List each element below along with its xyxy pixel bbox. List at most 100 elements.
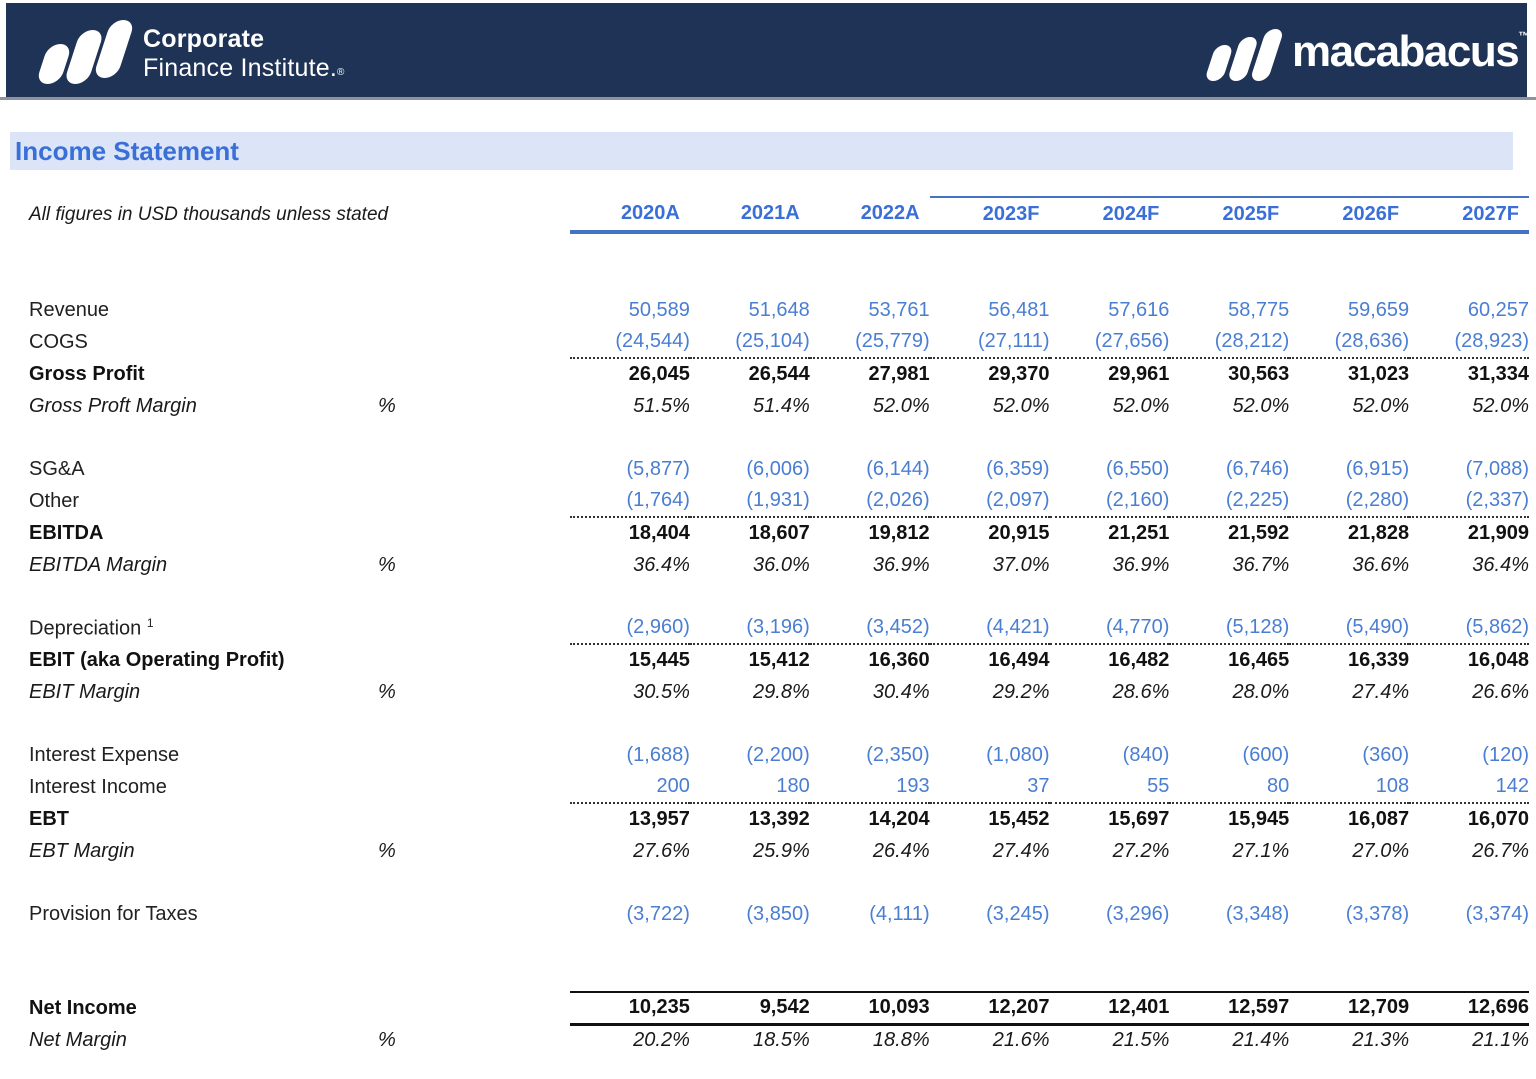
- value-cell: (5,128): [1225, 616, 1290, 638]
- value-cell: (2,200): [746, 743, 810, 766]
- value-cell: 27.0%: [1352, 839, 1410, 862]
- percent-indicator: %: [378, 394, 396, 417]
- row-interest-expense: Interest Expense (1,688) (2,200) (2,350) (1,…: [29, 739, 1529, 771]
- value-cell: 12,709: [1289, 991, 1410, 1026]
- value-cell: 13,957: [570, 802, 690, 835]
- units-note: All figures in USD thousands unless stat…: [29, 203, 389, 225]
- value-cell: 29.2%: [992, 680, 1050, 703]
- value-cell: 15,697: [1049, 802, 1170, 835]
- row-gross-profit: Gross Profit 26,045 26,544 27,981 29,370 29,9…: [29, 357, 1529, 390]
- spacer-row: [29, 422, 1529, 453]
- value-cell: (27,656): [1094, 330, 1170, 352]
- value-cell: 20,915: [929, 516, 1050, 549]
- value-cell: 16,494: [929, 643, 1050, 676]
- value-cell: (3,452): [866, 616, 930, 638]
- value-cell: (7,088): [1465, 457, 1529, 480]
- value-cell: 30,563: [1169, 357, 1290, 390]
- value-cell: (2,097): [986, 489, 1050, 511]
- value-cell: 28.0%: [1232, 680, 1290, 703]
- col-header-2023f: 2023F: [929, 196, 1050, 234]
- value-cell: (3,296): [1106, 902, 1170, 925]
- value-cell: (2,350): [866, 743, 930, 766]
- percent-indicator: [378, 739, 570, 771]
- percent-indicator: [378, 771, 570, 803]
- value-cell: 28.6%: [1112, 680, 1170, 703]
- value-cell: 21.4%: [1232, 1029, 1290, 1052]
- percent-indicator: [378, 326, 570, 358]
- row-label: EBITDA: [29, 521, 104, 544]
- trademark-icon: ™: [1518, 29, 1531, 43]
- value-cell: (4,111): [869, 902, 930, 925]
- row-label: EBT: [29, 807, 69, 830]
- percent-indicator: %: [378, 680, 396, 703]
- row-label: Gross Profit: [29, 362, 145, 385]
- row-ebit-aka-operating-profit-: EBIT (aka Operating Profit) 15,445 15,412 1…: [29, 643, 1529, 676]
- value-cell: 36.9%: [872, 553, 930, 576]
- percent-indicator: [378, 517, 570, 549]
- row-label: EBIT Margin: [29, 680, 141, 703]
- value-cell: 26.7%: [1472, 839, 1529, 862]
- value-cell: (6,144): [866, 457, 930, 480]
- value-cell: (6,550): [1106, 457, 1170, 480]
- spacer-row: [29, 708, 1529, 739]
- row-label: COGS: [29, 330, 88, 353]
- value-cell: (120): [1482, 743, 1529, 766]
- value-cell: (28,636): [1334, 330, 1410, 352]
- value-cell: 36.4%: [1472, 553, 1529, 576]
- value-cell: 21.1%: [1472, 1029, 1529, 1052]
- row-label: EBIT (aka Operating Profit): [29, 648, 285, 671]
- value-cell: 10,093: [809, 991, 930, 1026]
- value-cell: 14,204: [809, 802, 930, 835]
- value-cell: 37: [1027, 775, 1050, 797]
- value-cell: 52.0%: [1472, 394, 1529, 417]
- row-label: Net Income: [29, 996, 137, 1019]
- value-cell: (25,779): [855, 330, 930, 352]
- value-cell: 26,045: [570, 357, 690, 390]
- row-provision-for-taxes: Provision for Taxes (3,722) (3,850) (4,111)…: [29, 898, 1529, 930]
- value-cell: 200: [656, 775, 690, 797]
- value-cell: 31,023: [1289, 357, 1410, 390]
- value-cell: 16,360: [809, 643, 930, 676]
- value-cell: 52.0%: [992, 394, 1050, 417]
- value-cell: 80: [1267, 775, 1290, 797]
- value-cell: (2,960): [626, 616, 690, 638]
- value-cell: (1,931): [746, 489, 810, 511]
- spacer-row: [29, 581, 1529, 612]
- value-cell: 15,445: [570, 643, 690, 676]
- macabacus-logo-text: macabacus™: [1292, 27, 1531, 76]
- value-cell: (600): [1242, 743, 1290, 766]
- value-cell: (5,877): [626, 457, 690, 480]
- value-cell: (360): [1362, 743, 1410, 766]
- value-cell: 16,339: [1289, 643, 1410, 676]
- value-cell: 50,589: [628, 298, 690, 321]
- income-statement-table: All figures in USD thousands unless stat…: [29, 196, 1529, 1056]
- value-cell: (5,862): [1465, 616, 1529, 638]
- value-cell: (2,160): [1106, 489, 1170, 511]
- value-cell: 30.5%: [633, 680, 690, 703]
- row-net-margin: Net Margin% 20.2% 18.5% 18.8% 21.6% 21.5% 21.4…: [29, 1024, 1529, 1056]
- value-cell: 26,544: [689, 357, 810, 390]
- percent-indicator: [378, 294, 570, 326]
- row-label: Depreciation 1: [29, 615, 154, 640]
- footnote-marker: 1: [146, 615, 154, 630]
- value-cell: 15,452: [929, 802, 1050, 835]
- cfi-logo-bar: [92, 20, 136, 78]
- value-cell: 25.9%: [753, 839, 810, 862]
- value-cell: 16,482: [1049, 643, 1170, 676]
- value-cell: 51,648: [748, 298, 810, 321]
- value-cell: 21.6%: [992, 1029, 1050, 1052]
- macabacus-logo-icon: [1204, 29, 1285, 81]
- row-sg-a: SG&A (5,877) (6,006) (6,144) (6,359) (6,550) (…: [29, 453, 1529, 485]
- value-cell: (3,245): [986, 902, 1050, 925]
- value-cell: 27.6%: [633, 839, 690, 862]
- value-cell: 12,401: [1049, 991, 1170, 1026]
- value-cell: 180: [776, 775, 810, 797]
- row-cogs: COGS (24,544) (25,104) (25,779) (27,111) (27,…: [29, 326, 1529, 358]
- value-cell: (25,104): [735, 330, 810, 352]
- col-header-2024f: 2024F: [1049, 196, 1170, 234]
- value-cell: 36.9%: [1112, 553, 1170, 576]
- value-cell: 16,048: [1409, 643, 1529, 676]
- value-cell: 26.6%: [1472, 680, 1529, 703]
- cfi-logo-icon: [35, 20, 136, 84]
- row-other: Other (1,764) (1,931) (2,026) (2,097) (2,160)…: [29, 485, 1529, 517]
